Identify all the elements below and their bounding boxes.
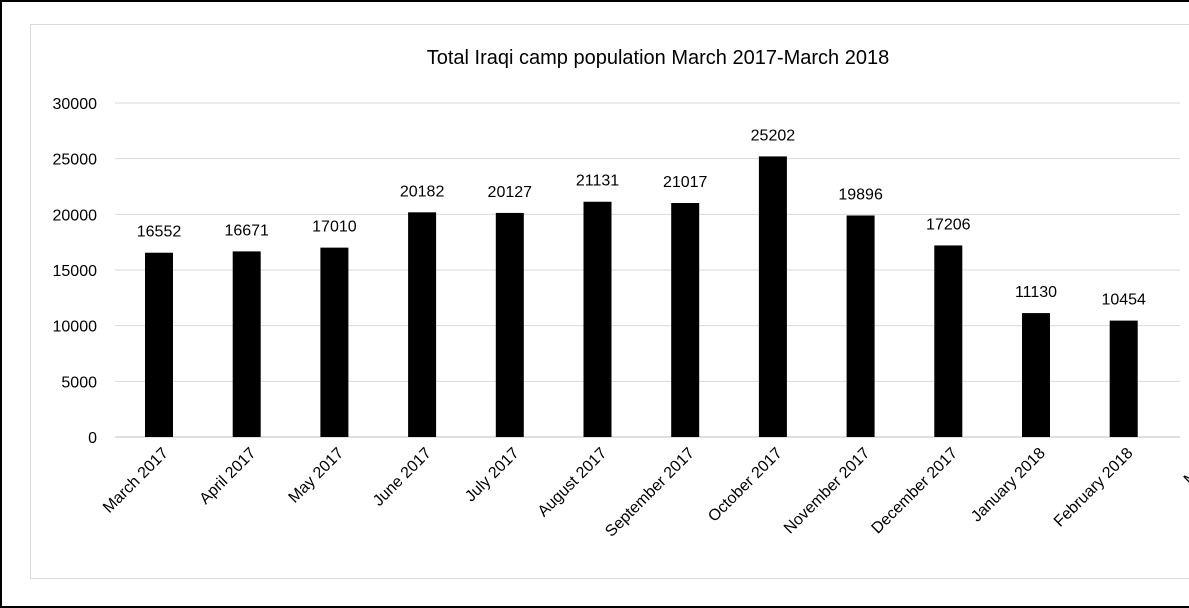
data-label: 10454 (1101, 292, 1146, 309)
data-label: 16671 (224, 222, 269, 239)
x-category-label: December 2017 (869, 445, 962, 538)
y-tick-label: 20000 (53, 207, 98, 224)
gridlines (115, 102, 1180, 438)
data-label: 21017 (663, 174, 708, 191)
data-label: 16552 (137, 224, 182, 241)
y-tick-label: 0 (88, 430, 97, 447)
x-category-label: July 2017 (462, 445, 523, 506)
bars (145, 156, 1138, 438)
data-label: 20127 (488, 184, 533, 201)
y-tick-label: 30000 (53, 96, 98, 113)
x-category-label: October 2017 (705, 445, 786, 526)
bar (758, 156, 787, 438)
x-category-label: September 2017 (602, 445, 698, 541)
y-tick-label: 10000 (53, 319, 98, 336)
x-category-label: March (1181, 445, 1189, 488)
bar (408, 212, 437, 437)
chart-title: Total Iraqi camp population March 2017-M… (427, 47, 889, 69)
data-label: 19896 (838, 186, 883, 203)
x-axis-categories: March 2017 April 2017 May 2017 June 2017 Jul… (100, 445, 1189, 541)
x-category-label: February 2018 (1051, 445, 1137, 531)
bar (320, 247, 349, 437)
data-labels: 16552 16671 17010 20182 20127 21131 21017 25202… (137, 127, 1146, 308)
y-axis-ticks: 0 5000 10000 15000 20000 25000 30000 (53, 96, 98, 447)
data-label: 25202 (751, 127, 796, 144)
y-tick-label: 25000 (53, 152, 98, 169)
data-label: 17206 (926, 216, 971, 233)
bar (1022, 313, 1050, 437)
bar (1109, 320, 1138, 437)
y-tick-label: 15000 (53, 263, 98, 280)
bar (495, 212, 524, 437)
x-category-label: January 2018 (968, 445, 1049, 526)
x-category-label: August 2017 (535, 445, 611, 521)
bar (846, 215, 875, 437)
bar (145, 252, 173, 437)
x-category-label: May 2017 (286, 445, 348, 507)
data-label: 11130 (1015, 284, 1057, 301)
x-category-label: November 2017 (781, 445, 874, 538)
bar (583, 201, 612, 437)
y-tick-label: 5000 (61, 374, 97, 391)
data-label: 20182 (400, 183, 445, 200)
bar (671, 203, 700, 437)
data-label: 21131 (576, 173, 619, 190)
x-category-label: April 2017 (197, 445, 260, 508)
bar (934, 245, 963, 437)
data-label: 17010 (312, 219, 357, 236)
chart-area-border (30, 24, 1189, 579)
x-category-label: March 2017 (100, 445, 172, 517)
x-category-label: June 2017 (370, 445, 435, 510)
bar (232, 251, 261, 437)
